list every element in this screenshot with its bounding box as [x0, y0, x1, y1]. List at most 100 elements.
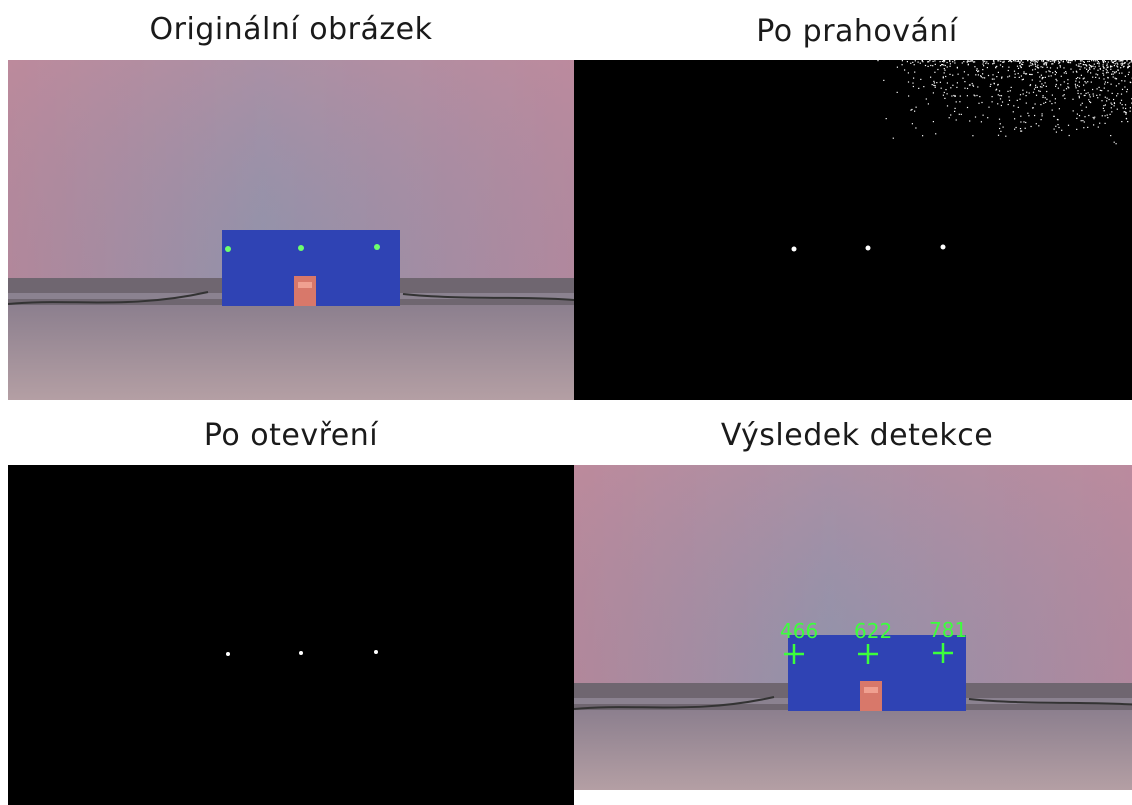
noise-speck	[1104, 83, 1105, 84]
noise-speck	[922, 61, 923, 62]
noise-speck	[1041, 83, 1042, 84]
noise-speck	[1097, 97, 1098, 98]
noise-speck	[1107, 82, 1108, 83]
noise-speck	[1093, 124, 1094, 125]
noise-speck	[1083, 61, 1084, 62]
noise-speck	[1047, 67, 1048, 68]
noise-speck	[1001, 95, 1002, 96]
noise-speck	[923, 86, 924, 87]
noise-speck	[914, 72, 915, 73]
noise-speck	[1009, 60, 1010, 61]
noise-speck	[1113, 74, 1114, 75]
noise-speck	[992, 101, 993, 102]
noise-speck	[886, 118, 887, 119]
noise-speck	[993, 63, 994, 64]
noise-speck	[1013, 60, 1014, 61]
noise-speck	[1035, 64, 1036, 65]
noise-speck	[1130, 107, 1131, 108]
noise-speck	[1022, 64, 1023, 65]
noise-speck	[1038, 90, 1039, 91]
noise-speck	[1075, 81, 1076, 82]
noise-speck	[1089, 69, 1090, 70]
noise-speck	[978, 74, 979, 75]
noise-speck	[1103, 64, 1104, 65]
noise-speck	[975, 116, 976, 117]
noise-speck	[1111, 111, 1112, 112]
noise-speck	[1063, 67, 1064, 68]
noise-speck	[976, 95, 977, 96]
noise-speck	[941, 64, 942, 65]
noise-speck	[1066, 88, 1067, 89]
noise-speck	[1108, 77, 1109, 78]
noise-speck	[1108, 72, 1109, 73]
noise-speck	[1122, 63, 1123, 64]
noise-speck	[959, 114, 960, 115]
noise-speck	[934, 82, 935, 83]
noise-speck	[1126, 118, 1127, 119]
noise-speck	[1080, 60, 1081, 61]
connector	[294, 276, 316, 306]
noise-speck	[949, 117, 950, 118]
noise-speck	[982, 77, 983, 78]
noise-speck	[1106, 65, 1107, 66]
noise-speck	[1022, 90, 1023, 91]
noise-speck	[1055, 71, 1056, 72]
noise-speck	[949, 74, 950, 75]
noise-speck	[957, 67, 958, 68]
noise-speck	[1041, 87, 1042, 88]
noise-speck	[1092, 89, 1093, 90]
noise-speck	[986, 61, 987, 62]
noise-speck	[912, 83, 913, 84]
noise-speck	[1115, 78, 1116, 79]
noise-speck	[1042, 67, 1043, 68]
noise-speck	[929, 60, 930, 61]
noise-speck	[971, 60, 972, 61]
noise-speck	[932, 84, 933, 85]
noise-speck	[928, 66, 929, 67]
noise-speck	[1075, 85, 1076, 86]
noise-speck	[1042, 97, 1043, 98]
panel-title-original: Originální obrázek	[8, 12, 574, 48]
noise-speck	[1118, 70, 1119, 71]
noise-speck	[914, 111, 915, 112]
noise-speck	[1036, 61, 1037, 62]
noise-speck	[944, 68, 945, 69]
noise-speck	[1037, 62, 1038, 63]
noise-speck	[1058, 88, 1059, 89]
noise-speck	[1124, 62, 1125, 63]
noise-speck	[1023, 71, 1024, 72]
noise-speck	[952, 61, 953, 62]
noise-speck	[974, 66, 975, 67]
noise-speck	[947, 66, 948, 67]
noise-speck	[945, 65, 946, 66]
noise-speck	[947, 82, 948, 83]
noise-speck	[1040, 91, 1041, 92]
noise-speck	[1083, 64, 1084, 65]
opened-blob-2	[299, 651, 303, 655]
noise-speck	[918, 62, 919, 63]
noise-speck	[1086, 82, 1087, 83]
noise-speck	[1097, 60, 1098, 61]
noise-speck	[1029, 66, 1030, 67]
noise-speck	[1022, 79, 1023, 80]
noise-speck	[1105, 97, 1106, 98]
noise-speck	[1095, 77, 1096, 78]
noise-speck	[1019, 77, 1020, 78]
noise-speck	[1039, 76, 1040, 77]
noise-speck	[944, 72, 945, 73]
noise-speck	[999, 90, 1000, 91]
noise-speck	[1054, 116, 1055, 117]
noise-speck	[1060, 66, 1061, 67]
noise-speck	[1015, 60, 1016, 61]
noise-speck	[1113, 62, 1114, 63]
noise-speck	[1000, 131, 1001, 132]
noise-speck	[1037, 65, 1038, 66]
noise-speck	[1070, 62, 1071, 63]
noise-speck	[978, 70, 979, 71]
noise-speck	[933, 81, 934, 82]
noise-speck	[1129, 62, 1130, 63]
noise-speck	[1099, 123, 1100, 124]
noise-speck	[1097, 74, 1098, 75]
noise-speck	[1005, 136, 1006, 137]
